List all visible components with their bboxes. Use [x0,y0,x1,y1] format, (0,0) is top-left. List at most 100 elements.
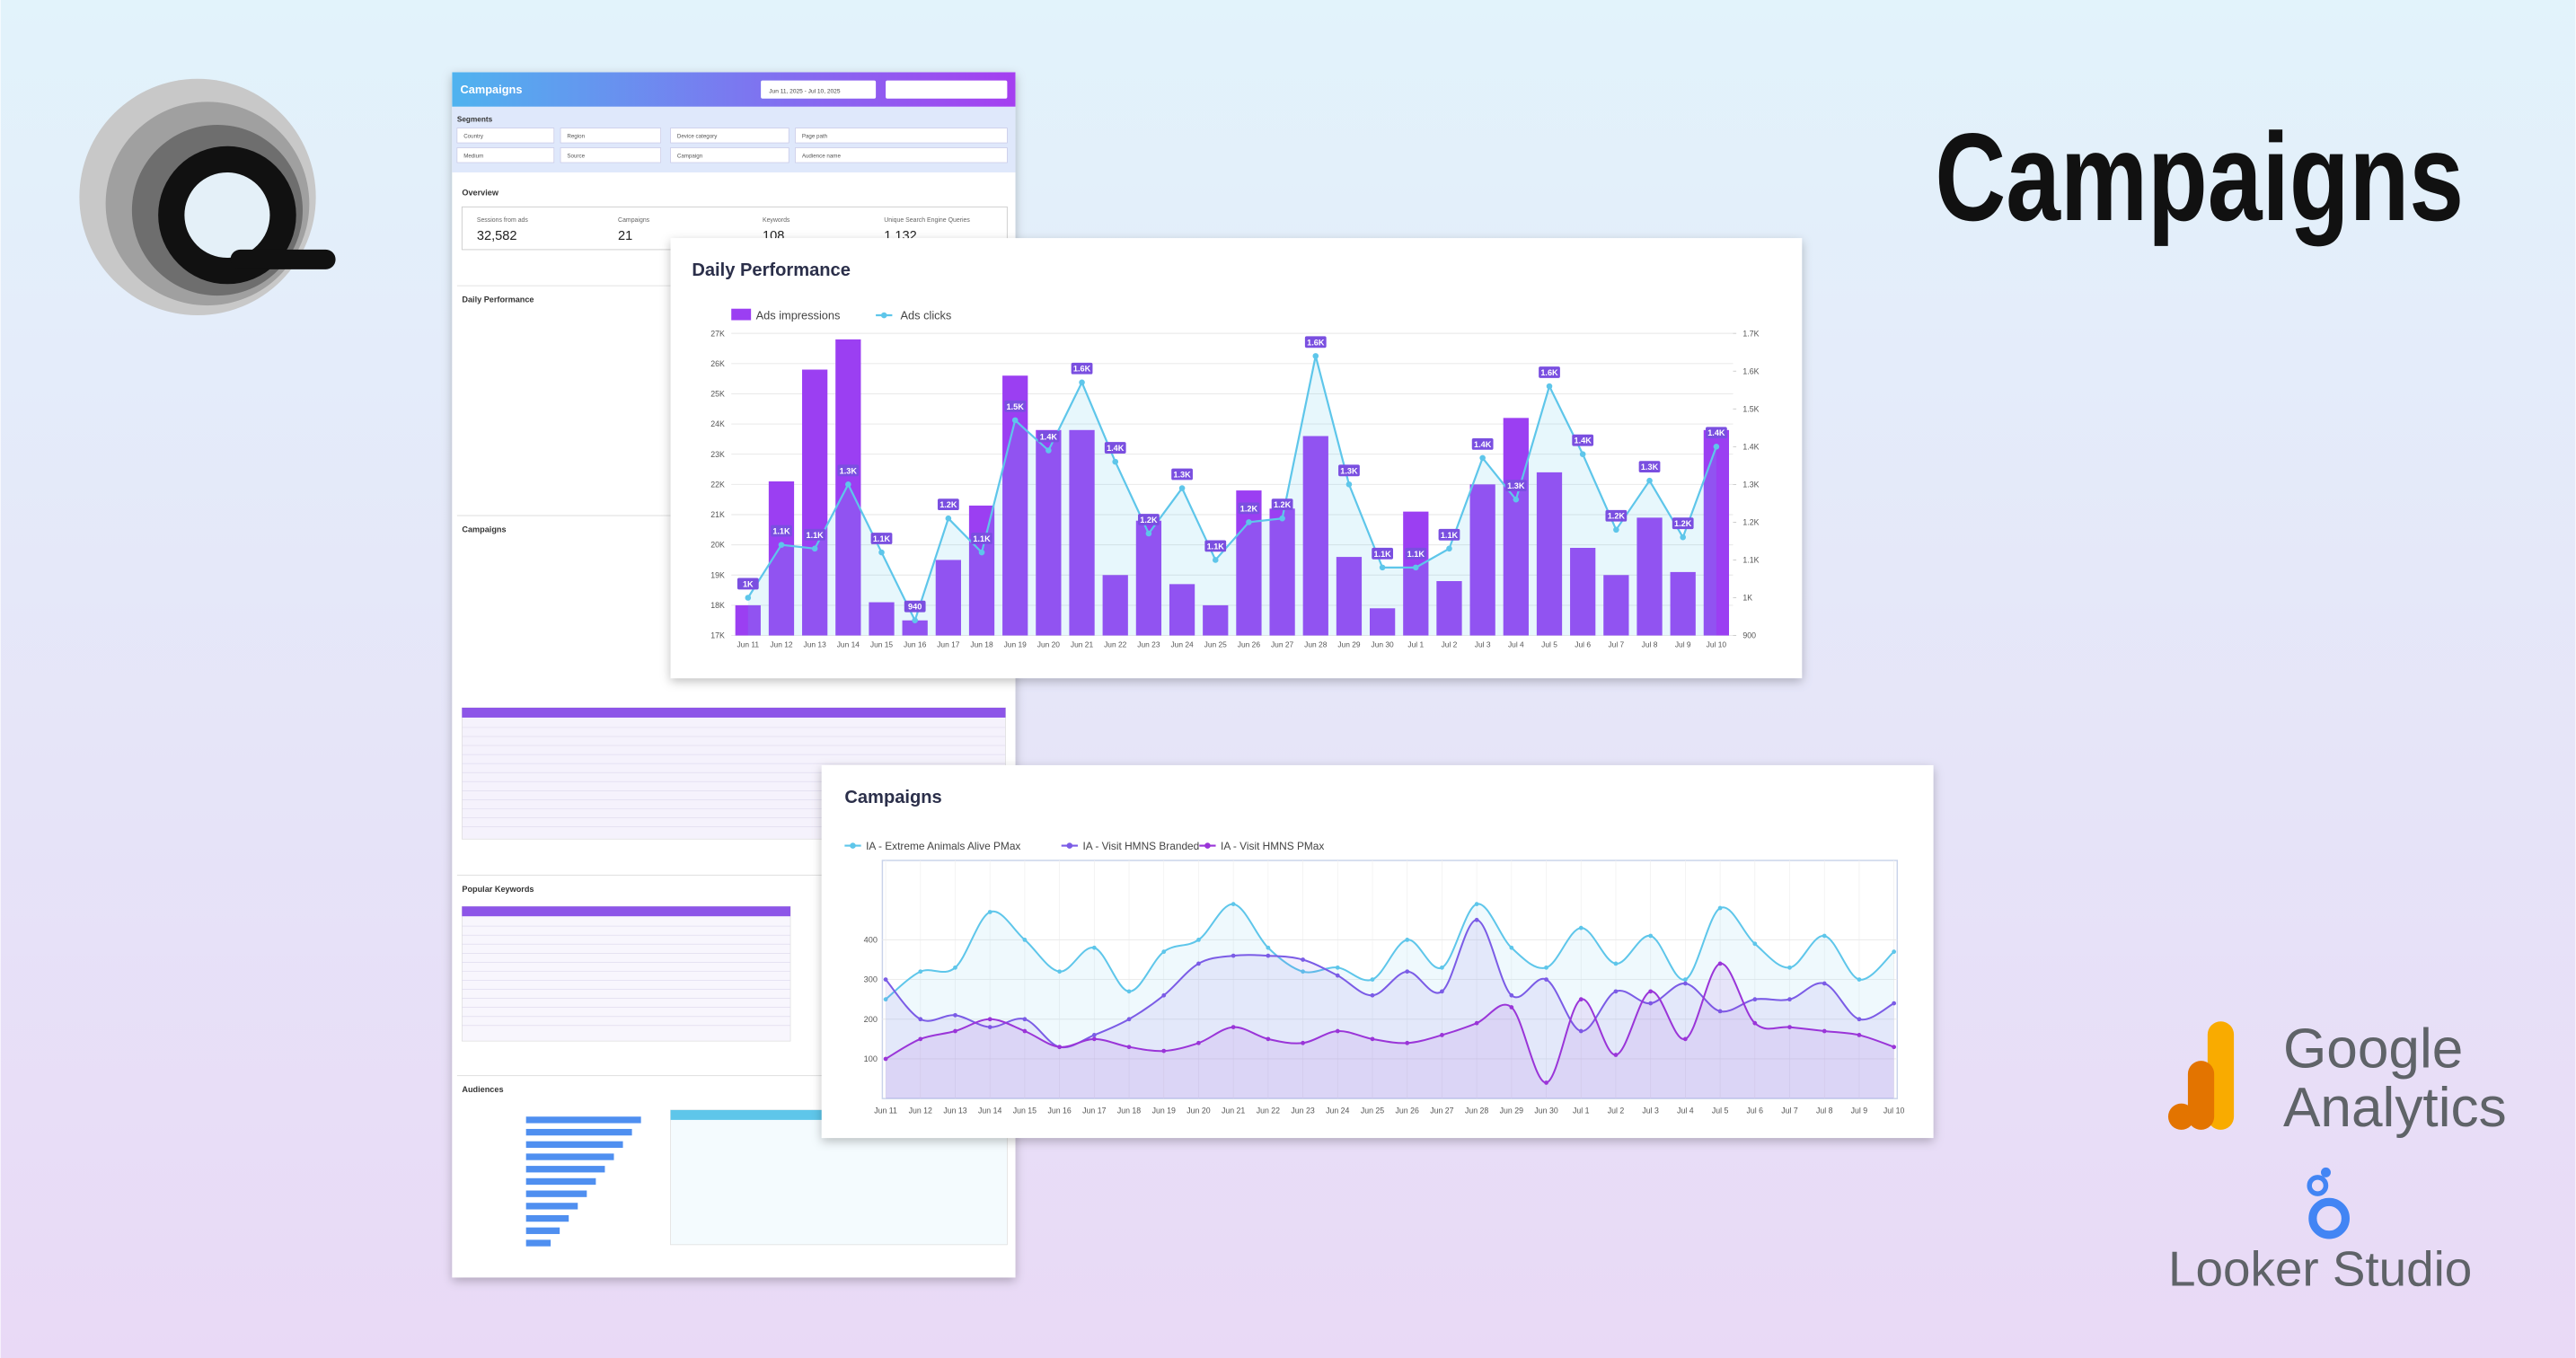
x-tick-label: Jul 10 [1883,1107,1905,1116]
line-point [1544,1080,1548,1085]
line-point [1126,989,1132,994]
x-tick-label: Jun 19 [1004,639,1028,648]
x-tick-label: Jun 13 [943,1107,966,1116]
label-badge [837,464,860,477]
line-point [953,1012,957,1018]
line-point [1345,481,1353,488]
audience-bar-placeholder [525,1116,641,1124]
line-point [1440,965,1444,970]
line-point [1405,1040,1410,1045]
line-point [1509,992,1514,998]
data-label: 1.5K [1007,402,1025,411]
label-badge [1037,430,1060,443]
line-point [1683,977,1688,982]
line-point [1857,977,1862,982]
x-tick-label: Jun 17 [1082,1107,1106,1116]
line-point [1370,1036,1375,1042]
filter-label: Country [463,134,484,140]
bar [1503,418,1529,636]
line-point [1091,1036,1097,1042]
line-point [1648,1001,1654,1006]
x-tick-label: Jun 25 [1204,639,1228,648]
filter-dropdown [795,147,1008,163]
line-point [1266,945,1271,950]
audience-bar-placeholder [525,1214,569,1222]
line-area [886,963,1894,1099]
label-badge [1138,514,1160,525]
data-label: 1.1K [1407,550,1425,559]
table-placeholder [462,905,791,1042]
line-point [978,549,985,556]
data-label: 1.1K [873,534,891,543]
y-tick-label: 25K [710,390,725,399]
label-badge [971,533,992,544]
legend-label: IA - Visit HMNS Branded [1082,840,1199,852]
x-tick-label: Jul 7 [1608,639,1624,648]
label-badge [1605,509,1628,522]
bar [935,560,961,636]
y2-tick-label: 1.7K [1742,329,1759,338]
filter-dropdown [456,128,555,144]
label-badge [1372,547,1394,560]
line-point [953,965,957,970]
bar [1603,575,1629,636]
label-badge [771,525,792,537]
x-tick-label: Jun 19 [1152,1107,1176,1116]
data-label: 1.1K [1207,542,1225,551]
x-tick-label: Jun 29 [1337,639,1361,648]
line-point [1022,938,1028,942]
label-badge [1104,442,1126,454]
google-analytics-logo: Google Analytics [2167,1018,2507,1139]
x-tick-label: Jun 11 [737,639,759,648]
line-point [1212,557,1219,563]
audience-bar-placeholder [525,1141,623,1148]
y2-tick-label: 1K [1742,594,1752,603]
line-point [987,910,992,914]
audience-bar-placeholder [525,1153,614,1160]
line-point [1613,961,1619,966]
y2-tick-label: 1.4K [1742,442,1759,451]
line-point [1683,1036,1688,1042]
line-point [883,977,888,982]
line-point [1892,1001,1897,1006]
line-point [778,542,785,548]
data-label: 1.1K [1373,550,1391,559]
label-badge [1672,517,1694,530]
data-label: 1.2K [1674,519,1692,528]
line-point [1546,383,1553,390]
line-point [1379,564,1386,571]
label-badge [1471,437,1494,450]
legend-label: IA - Extreme Animals Alive PMax [866,840,1020,852]
filter-label: Campaign [677,154,703,160]
line-point [1787,997,1792,1002]
line-point [1266,953,1271,958]
line-point [1161,1048,1167,1054]
line-point [1335,965,1340,970]
line-point [1446,545,1452,552]
label-badge [1438,528,1460,541]
page-title: Campaigns [1935,108,2464,247]
x-tick-label: Jun 16 [1047,1107,1071,1116]
bar [1703,429,1730,636]
x-tick-label: Jun 12 [909,1107,932,1116]
data-label: 1.2K [1240,504,1258,513]
audience-bar-placeholder [525,1203,578,1210]
line-point [918,969,923,974]
x-tick-label: Jul 2 [1608,1107,1625,1116]
y2-tick-label: 1.6K [1742,366,1759,375]
x-tick-label: Jun 29 [1500,1107,1523,1116]
line-point [1822,981,1827,986]
line-point [1717,961,1723,966]
label-badge [1071,362,1093,375]
label-badge [1405,547,1427,560]
x-tick-label: Jun 18 [970,639,993,648]
section-title: Audiences [462,1085,503,1094]
x-tick-label: Jun 26 [1238,639,1261,648]
legend-swatch [1066,842,1073,849]
x-tick-label: Jun 15 [870,639,894,648]
daily-performance-card: Daily Performance Ads impressions Ads clic… [670,238,1803,679]
line-point [1544,977,1548,982]
x-tick-label: Jun 21 [1071,639,1094,648]
line-point [1680,534,1686,541]
